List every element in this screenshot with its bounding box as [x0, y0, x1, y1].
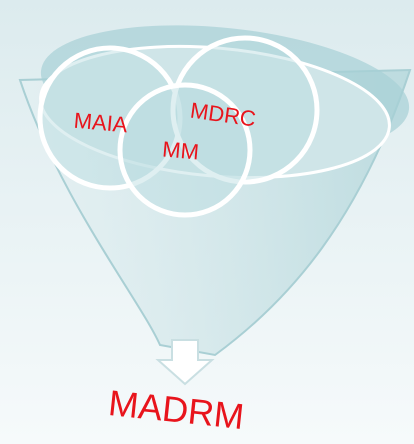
node-label: MM: [161, 136, 200, 164]
page: {"nodes": [{"label": "MAIA"}, {"label": …: [0, 0, 414, 444]
node-label: MAIA: [73, 108, 129, 138]
funnel-diagram: MAIA MM MDRC MADRM: [0, 0, 414, 444]
